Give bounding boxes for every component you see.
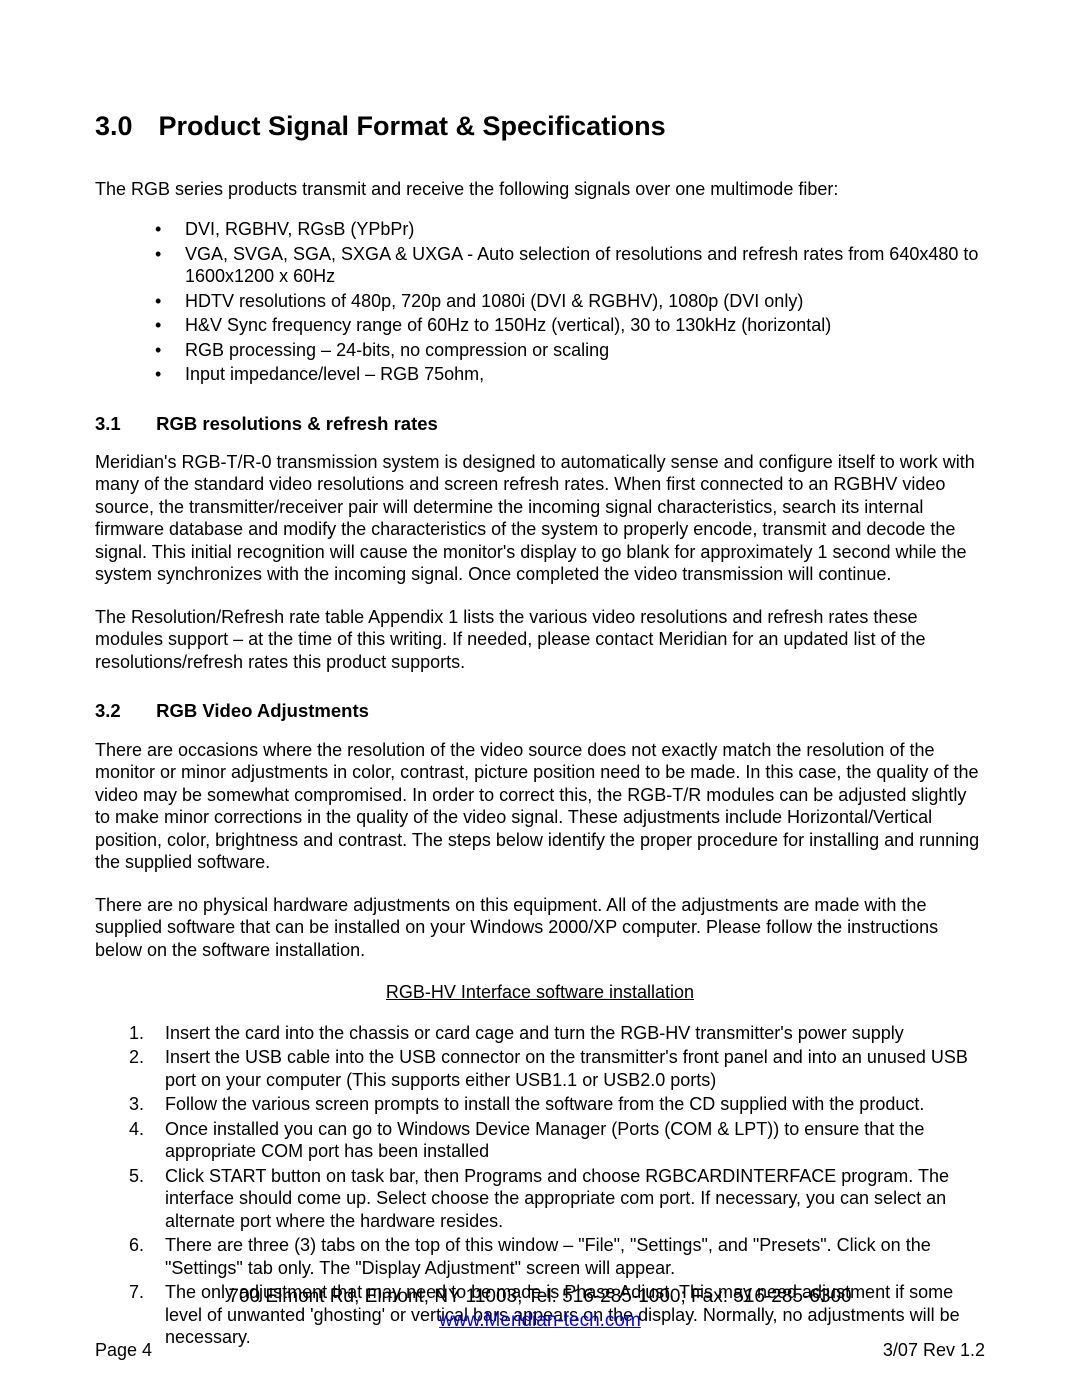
install-step: Insert the USB cable into the USB connec… [129, 1046, 985, 1091]
heading-title: Product Signal Format & Specifications [159, 111, 666, 141]
subheading-title: RGB resolutions & refresh rates [156, 413, 438, 434]
footer-page-number: Page 4 [95, 1339, 152, 1362]
install-title: RGB-HV Interface software installation [95, 981, 985, 1004]
signal-bullet-list: DVI, RGBHV, RGsB (YPbPr) VGA, SVGA, SGA,… [95, 218, 985, 386]
subheading-title: RGB Video Adjustments [156, 700, 369, 721]
document-page: 3.0 Product Signal Format & Specificatio… [0, 0, 1080, 1397]
section-3-2-paragraph-2: There are no physical hardware adjustmen… [95, 894, 985, 962]
section-heading-3-1: 3.1 RGB resolutions & refresh rates [95, 412, 985, 435]
install-step: Insert the card into the chassis or card… [129, 1022, 985, 1045]
section-3-2-paragraph-1: There are occasions where the resolution… [95, 739, 985, 874]
footer-link[interactable]: www.Meridian-tech.com [439, 1310, 641, 1331]
section-heading-3-0: 3.0 Product Signal Format & Specificatio… [95, 110, 985, 144]
install-step: There are three (3) tabs on the top of t… [129, 1234, 985, 1279]
bullet-item: H&V Sync frequency range of 60Hz to 150H… [155, 314, 985, 337]
section-heading-3-2: 3.2 RGB Video Adjustments [95, 699, 985, 722]
section-3-1-paragraph-2: The Resolution/Refresh rate table Append… [95, 606, 985, 674]
page-footer: 700 Elmont Rd, Elmont, NY 11003, Tel: 51… [95, 1285, 985, 1361]
footer-revision: 3/07 Rev 1.2 [883, 1339, 985, 1362]
install-step: Follow the various screen prompts to ins… [129, 1093, 985, 1116]
intro-paragraph: The RGB series products transmit and rec… [95, 178, 985, 201]
install-step: Once installed you can go to Windows Dev… [129, 1118, 985, 1163]
bullet-item: HDTV resolutions of 480p, 720p and 1080i… [155, 290, 985, 313]
bullet-item: DVI, RGBHV, RGsB (YPbPr) [155, 218, 985, 241]
subheading-number: 3.1 [95, 412, 151, 435]
heading-number: 3.0 [95, 110, 151, 144]
install-step: Click START button on task bar, then Pro… [129, 1165, 985, 1233]
section-3-1-paragraph-1: Meridian's RGB-T/R-0 transmission system… [95, 451, 985, 586]
bullet-item: VGA, SVGA, SGA, SXGA & UXGA - Auto selec… [155, 243, 985, 288]
bullet-item: RGB processing – 24-bits, no compression… [155, 339, 985, 362]
footer-address: 700 Elmont Rd, Elmont, NY 11003, Tel: 51… [95, 1285, 985, 1309]
bullet-item: Input impedance/level – RGB 75ohm, [155, 363, 985, 386]
subheading-number: 3.2 [95, 699, 151, 722]
